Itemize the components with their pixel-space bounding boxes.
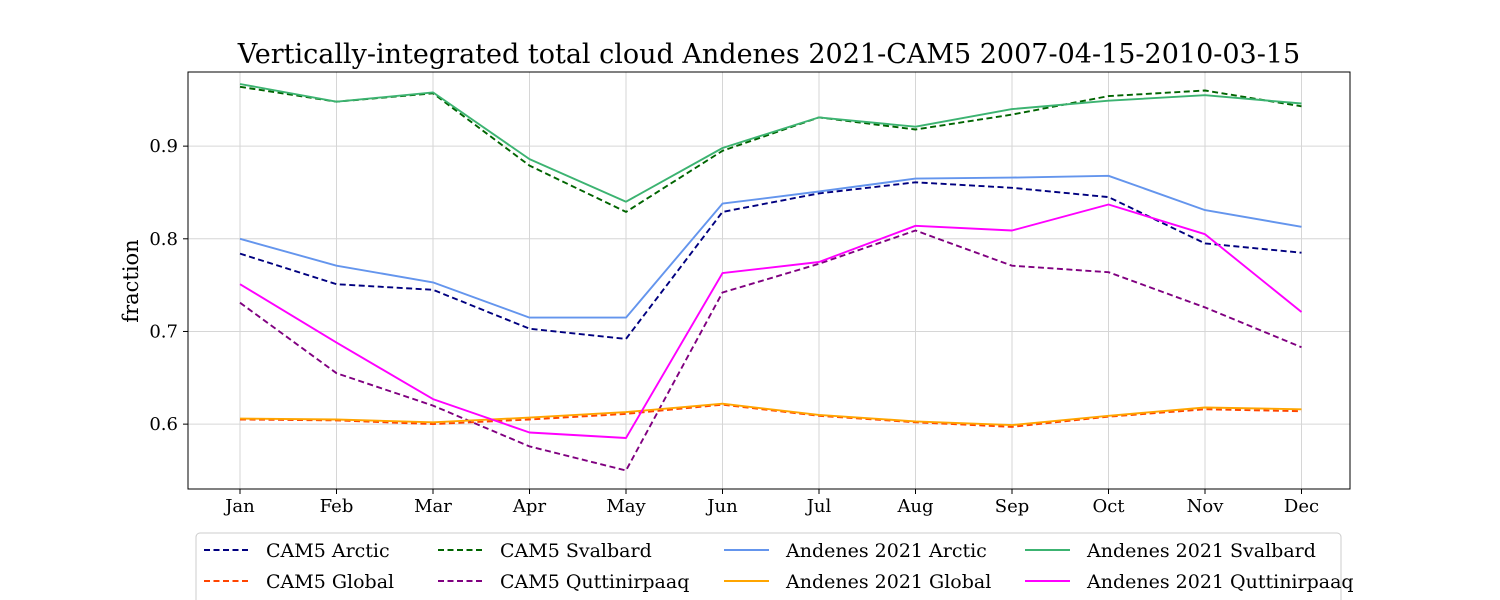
series-line-3 xyxy=(239,85,1302,213)
series-line-2 xyxy=(239,403,1302,428)
legend-label: Andenes 2021 Quttinirpaaq xyxy=(1086,571,1354,593)
series-line-5 xyxy=(239,174,1302,319)
y-tick-label: 0.9 xyxy=(149,136,178,157)
x-tick-label: May xyxy=(606,496,646,517)
legend-label: CAM5 Svalbard xyxy=(500,540,652,562)
series-line-7 xyxy=(239,83,1302,203)
axis-ticks: Jan Feb Mar Apr May Jun Jul Aug Sep Oct Nov Dec 0.6 0… xyxy=(149,136,1319,517)
legend-label: CAM5 Quttinirpaaq xyxy=(500,571,689,593)
legend-label: CAM5 Arctic xyxy=(266,540,390,562)
y-tick-label: 0.8 xyxy=(149,229,178,250)
y-tick-label: 0.7 xyxy=(149,321,178,342)
y-axis-label: fraction xyxy=(119,239,143,322)
x-tick-label: Sep xyxy=(995,496,1030,517)
x-tick-label: Feb xyxy=(320,496,354,517)
series-line-1 xyxy=(239,181,1302,340)
x-tick-label: Jan xyxy=(223,496,255,517)
x-tick-label: Nov xyxy=(1187,496,1225,517)
legend-label: Andenes 2021 Svalbard xyxy=(1086,540,1316,562)
x-tick-label: Jul xyxy=(805,496,832,517)
series-lines xyxy=(239,83,1303,472)
x-tick-label: Dec xyxy=(1284,496,1319,517)
legend-label: CAM5 Global xyxy=(266,571,394,593)
legend-label: Andenes 2021 Arctic xyxy=(785,540,987,562)
x-tick-label: Oct xyxy=(1092,496,1125,517)
x-tick-label: Jun xyxy=(705,496,738,517)
x-tick-label: Mar xyxy=(414,496,452,517)
series-line-4 xyxy=(239,229,1302,472)
series-line-8 xyxy=(239,203,1303,439)
x-tick-label: Aug xyxy=(896,496,933,517)
legend-label: Andenes 2021 Global xyxy=(785,571,991,593)
series-line-6 xyxy=(239,402,1302,427)
plot-area-frame xyxy=(187,71,1351,490)
chart-title: Vertically-integrated total cloud Andene… xyxy=(237,39,1300,70)
legend: CAM5 Arctic CAM5 Global CAM5 Svalbard CAM5 … xyxy=(195,532,1354,600)
x-tick-label: Apr xyxy=(512,496,547,517)
y-tick-label: 0.6 xyxy=(149,414,178,435)
grid-lines xyxy=(188,72,1350,489)
